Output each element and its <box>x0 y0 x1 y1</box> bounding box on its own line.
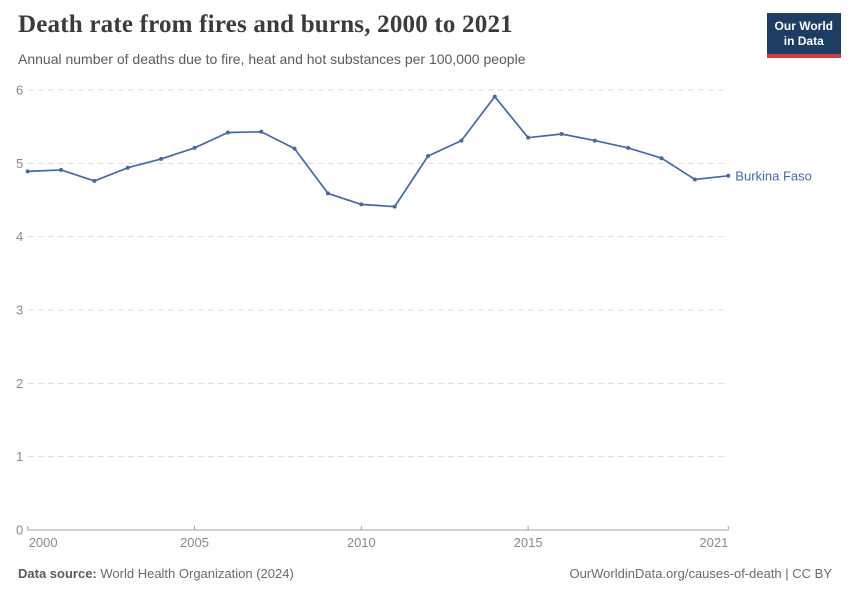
data-point-2010[interactable] <box>359 202 364 207</box>
data-point-2021[interactable] <box>726 173 731 178</box>
y-tick-label-5: 5 <box>16 156 23 171</box>
data-point-2011[interactable] <box>392 204 397 209</box>
data-point-2016[interactable] <box>559 132 564 136</box>
page-title: Death rate from fires and burns, 2000 to… <box>18 11 513 38</box>
data-point-2003[interactable] <box>125 165 130 170</box>
x-axis: 2000 2005 2010 2015 2021 <box>27 526 729 550</box>
chart-footer: Data source: World Health Organization (… <box>18 566 832 581</box>
x-tick-label-2015: 2015 <box>514 535 543 550</box>
data-point-2009[interactable] <box>325 191 330 196</box>
entity-label[interactable]: Burkina Faso <box>735 168 812 183</box>
y-tick-label-2: 2 <box>16 376 23 391</box>
data-point-2005[interactable] <box>192 145 197 150</box>
data-point-2019[interactable] <box>659 156 664 161</box>
data-point-2004[interactable] <box>159 156 164 161</box>
data-point-2008[interactable] <box>292 146 297 151</box>
x-tick-label-2005: 2005 <box>180 535 209 550</box>
data-point-2012[interactable] <box>426 154 431 158</box>
data-source-label: Data source: <box>18 566 97 581</box>
line-path-burkina-faso[interactable] <box>26 95 730 208</box>
data-point-2020[interactable] <box>692 177 697 182</box>
x-tick-label-2021: 2021 <box>699 535 728 550</box>
credit-line[interactable]: OurWorldinData.org/causes-of-death | CC … <box>569 566 832 581</box>
data-point-2001[interactable] <box>59 167 64 172</box>
y-tick-label-0: 0 <box>16 523 23 538</box>
chart-subtitle: Annual number of deaths due to fire, hea… <box>18 51 526 67</box>
x-tick-label-2000: 2000 <box>29 535 58 550</box>
owid-logo[interactable]: Our World in Data <box>766 13 841 58</box>
data-point-2015[interactable] <box>526 135 531 140</box>
data-point-2013[interactable] <box>459 138 464 143</box>
y-tick-label-4: 4 <box>16 229 23 244</box>
data-point-2014[interactable] <box>492 94 497 99</box>
x-tick-label-2010: 2010 <box>347 535 376 550</box>
logo-line2: in Data <box>783 34 824 49</box>
y-tick-label-1: 1 <box>16 449 23 464</box>
data-point-2017[interactable] <box>592 138 597 143</box>
data-source-text: World Health Organization (2024) <box>100 566 294 581</box>
data-point-2007[interactable] <box>259 129 264 134</box>
data-source: Data source: World Health Organization (… <box>18 566 294 581</box>
data-point-2002[interactable] <box>92 178 97 183</box>
y-tick-label-3: 3 <box>16 303 23 318</box>
logo-line1: Our World <box>774 19 833 33</box>
y-tick-label-6: 6 <box>16 83 23 98</box>
data-point-2018[interactable] <box>626 145 631 150</box>
data-point-2006[interactable] <box>225 130 230 135</box>
y-grid: 0 1 2 3 4 5 6 <box>16 83 729 538</box>
data-point-2000[interactable] <box>25 169 30 174</box>
line-series[interactable] <box>25 94 731 209</box>
